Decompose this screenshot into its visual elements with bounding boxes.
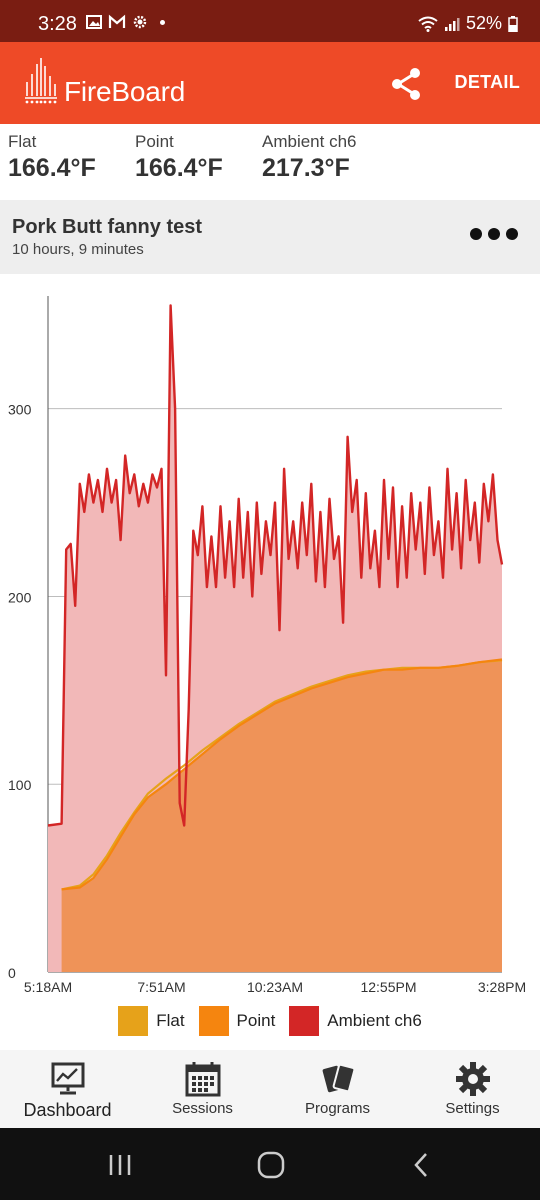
more-notifications-dot-icon [160, 19, 165, 25]
more-horizontal-icon [506, 228, 518, 240]
back-button[interactable] [402, 1150, 442, 1180]
session-duration: 10 hours, 9 minutes [12, 241, 144, 258]
status-time: 3:28 [38, 13, 77, 35]
notification-icons [86, 14, 165, 30]
nav-label: Sessions [172, 1100, 233, 1117]
reading-label: Point [135, 132, 174, 151]
nav-settings[interactable]: Settings [405, 1050, 540, 1128]
x-tick-label: 10:23AM [247, 979, 303, 995]
reading-label: Flat [8, 132, 37, 151]
x-tick-label: 7:51AM [137, 979, 185, 995]
legend-item-ambient[interactable]: Ambient ch6 [289, 1006, 422, 1036]
recents-icon [109, 1155, 131, 1175]
legend-item-flat[interactable]: Flat [118, 1006, 185, 1036]
nav-programs[interactable]: Programs [270, 1050, 405, 1128]
wifi-icon [418, 16, 438, 32]
nav-label: Settings [445, 1100, 500, 1117]
reading-value: 166.4°F [135, 154, 223, 182]
ambient-series-line [47, 304, 504, 827]
legend-swatch [118, 1006, 149, 1036]
legend-label: Ambient ch6 [327, 1011, 422, 1030]
system-navigation-bar [0, 1128, 540, 1200]
session-header: Pork Butt fanny test 10 hours, 9 minutes [0, 200, 540, 274]
reading-label: Ambient ch6 [262, 132, 357, 151]
system-status-icons: 52% [418, 13, 518, 34]
home-button[interactable] [251, 1150, 291, 1180]
fireboard-logo: FireBoard [24, 56, 185, 110]
battery-icon [508, 15, 518, 32]
home-icon [257, 1151, 285, 1179]
share-icon [392, 68, 420, 100]
y-tick-label: 0 [8, 965, 16, 981]
reading-value: 217.3°F [262, 154, 350, 182]
temperature-readings: Flat 166.4°F Point 166.4°F Ambient ch6 2… [0, 124, 540, 200]
back-icon [414, 1153, 427, 1177]
nav-dashboard[interactable]: Dashboard [0, 1050, 135, 1128]
x-tick-label: 5:18AM [24, 979, 72, 995]
more-options-button[interactable] [470, 228, 518, 240]
more-horizontal-icon [470, 228, 482, 240]
gmail-notification-icon [108, 14, 126, 28]
gear-icon [455, 1060, 491, 1098]
y-tick-label: 100 [8, 777, 32, 793]
legend-item-point[interactable]: Point [198, 1006, 276, 1036]
y-tick-label: 200 [8, 589, 32, 605]
app-bar: FireBoard DETAIL [0, 42, 540, 124]
x-tick-label: 3:28PM [478, 979, 526, 995]
settings-notification-icon [133, 15, 147, 29]
reading-flat[interactable]: Flat 166.4°F [8, 132, 96, 183]
nav-label: Dashboard [23, 1100, 112, 1120]
point-series-line [61, 658, 503, 891]
battery-percentage: 52% [465, 13, 502, 33]
recents-button[interactable] [100, 1150, 140, 1180]
reading-point[interactable]: Point 166.4°F [135, 132, 223, 183]
chart-svg: 0 100 200 300 5:18AM 7:51AM 10:23AM 12:55PM 3:28… [8, 296, 526, 995]
meat-area [61, 659, 502, 972]
nav-sessions[interactable]: Sessions [135, 1050, 270, 1128]
detail-button[interactable]: DETAIL [454, 72, 520, 92]
dashboard-icon [50, 1060, 86, 1098]
fireboard-logo-icon [25, 58, 57, 104]
legend-swatch [198, 1006, 229, 1036]
session-title: Pork Butt fanny test [12, 216, 203, 238]
legend-label: Point [236, 1011, 276, 1030]
x-tick-label: 12:55PM [360, 979, 416, 995]
temperature-chart[interactable]: 0 100 200 300 5:18AM 7:51AM 10:23AM 12:55PM 3:28… [0, 274, 540, 1050]
programs-cards-icon [320, 1060, 356, 1098]
chart-legend: Flat Point Ambient ch6 [0, 1006, 540, 1036]
bottom-navigation: Dashboard Sessions Programs [0, 1050, 540, 1128]
calendar-icon [185, 1060, 221, 1098]
y-tick-label: 300 [8, 402, 32, 418]
signal-icon [444, 17, 460, 31]
reading-value: 166.4°F [8, 154, 96, 182]
gallery-notification-icon [86, 15, 102, 29]
share-button[interactable] [386, 64, 426, 104]
nav-label: Programs [304, 1100, 371, 1117]
legend-swatch [289, 1006, 320, 1036]
reading-ambient[interactable]: Ambient ch6 217.3°F [262, 132, 357, 183]
legend-label: Flat [156, 1011, 185, 1030]
logo-text: FireBoard [64, 76, 186, 107]
more-horizontal-icon [488, 228, 500, 240]
status-bar: 3:28 52% [0, 0, 540, 42]
